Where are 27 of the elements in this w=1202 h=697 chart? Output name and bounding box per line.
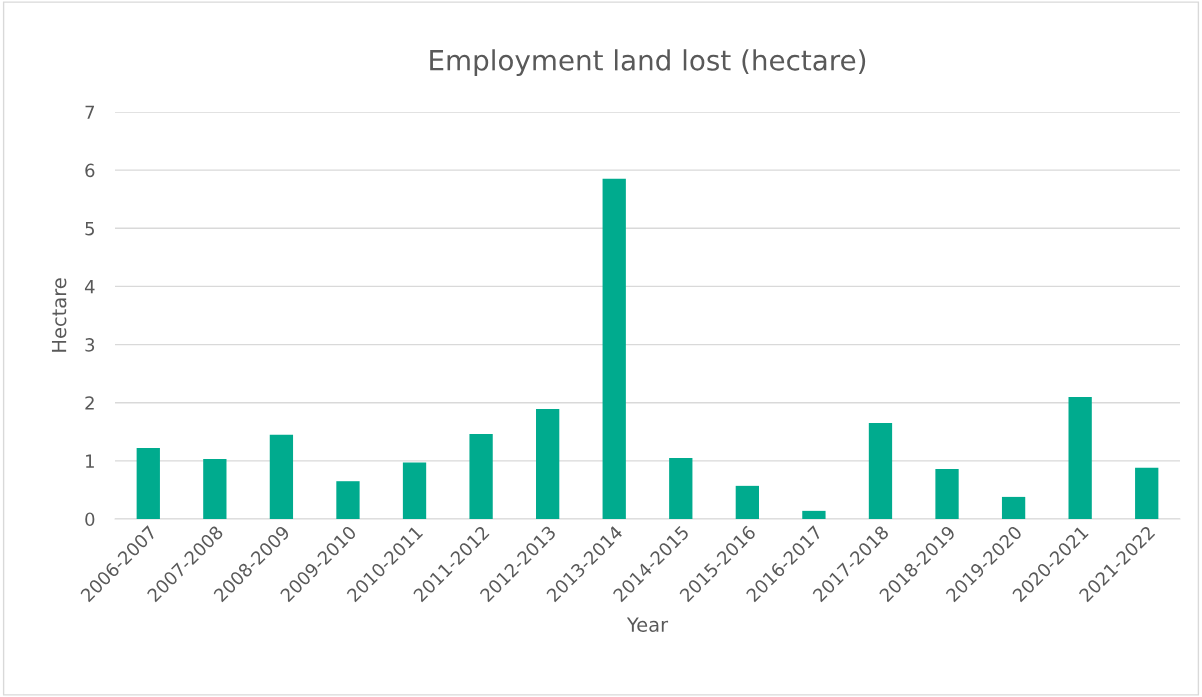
bar xyxy=(1135,467,1159,519)
bar xyxy=(536,409,560,519)
y-tick-label: 1 xyxy=(86,454,94,468)
y-tick-label: 0 xyxy=(85,512,95,527)
bar xyxy=(669,457,693,519)
y-tick-label: 7 xyxy=(85,105,95,119)
y-tick-label: 5 xyxy=(85,221,94,236)
y-tick-label: 3 xyxy=(85,338,95,352)
bar xyxy=(336,481,360,519)
y-tick-label: 4 xyxy=(84,280,95,294)
bar xyxy=(469,434,493,519)
bar xyxy=(136,448,160,519)
y-tick-label: 2 xyxy=(85,396,94,410)
bar xyxy=(935,469,959,519)
chart-title: Employment land lost (hectare) xyxy=(430,49,866,77)
bar xyxy=(402,462,427,519)
x-axis-title: Year xyxy=(626,617,669,632)
bar xyxy=(203,459,227,519)
bar xyxy=(602,178,626,519)
bar xyxy=(1068,396,1092,519)
bar xyxy=(735,485,759,519)
bar xyxy=(269,434,294,519)
bar xyxy=(1001,496,1026,519)
y-tick-label: 6 xyxy=(85,163,95,178)
bar xyxy=(868,423,893,519)
y-axis-title: Hectare xyxy=(51,278,67,352)
bar xyxy=(802,510,826,519)
